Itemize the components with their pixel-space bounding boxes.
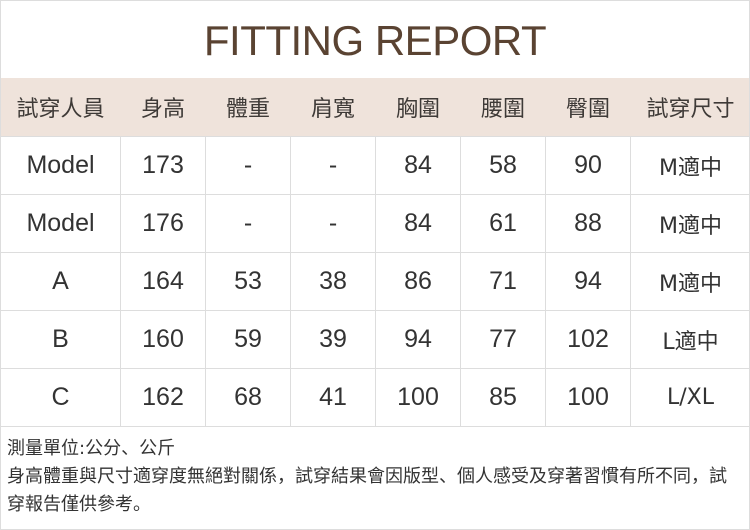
table-cell: 84 xyxy=(375,194,461,253)
table-cell: 176 xyxy=(120,194,206,253)
table-cell: - xyxy=(205,194,291,253)
table-cell: 84 xyxy=(375,136,461,195)
table-cell: 53 xyxy=(205,252,291,311)
column-header: 試穿人員 xyxy=(1,78,121,137)
table-cell: 94 xyxy=(375,310,461,369)
table-cell: M適中 xyxy=(630,136,749,195)
header-row: 試穿人員 身高 體重 肩寬 胸圍 腰圍 臀圍 試穿尺寸 xyxy=(1,78,749,137)
table-cell: 85 xyxy=(460,368,546,427)
table-cell: 100 xyxy=(545,368,631,427)
table-cell: C xyxy=(1,368,121,427)
table-cell: 102 xyxy=(545,310,631,369)
column-header: 腰圍 xyxy=(460,78,546,137)
table-cell: 88 xyxy=(545,194,631,253)
table-cell: 86 xyxy=(375,252,461,311)
notes: 測量單位:公分、公斤 身高體重與尺寸適穿度無絕對關係，試穿結果會因版型、個人感受… xyxy=(1,427,749,527)
unit-note: 測量單位:公分、公斤 xyxy=(7,438,176,459)
table-cell: M適中 xyxy=(630,194,749,253)
column-header: 胸圍 xyxy=(375,78,461,137)
column-header: 臀圍 xyxy=(545,78,631,137)
table-cell: 71 xyxy=(460,252,546,311)
table-cell: - xyxy=(205,136,291,195)
table-cell: 58 xyxy=(460,136,546,195)
fitting-table: 試穿人員 身高 體重 肩寬 胸圍 腰圍 臀圍 試穿尺寸 Model 173- -84 58 90 M適中… xyxy=(1,78,749,427)
column-header: 體重 xyxy=(205,78,291,137)
table-cell: 77 xyxy=(460,310,546,369)
table-cell: 68 xyxy=(205,368,291,427)
column-header: 試穿尺寸 xyxy=(630,78,749,137)
table-cell: 94 xyxy=(545,252,631,311)
table-cell: Model xyxy=(1,136,121,195)
table-cell: L適中 xyxy=(630,310,749,369)
table-cell: 38 xyxy=(290,252,376,311)
column-header: 身高 xyxy=(120,78,206,137)
table-cell: - xyxy=(290,194,376,253)
table-cell: L/XL xyxy=(630,368,749,427)
table-cell: A xyxy=(1,252,121,311)
table-row: B 160 59 39 94 77 102 L適中 xyxy=(1,310,749,369)
table-cell: 90 xyxy=(545,136,631,195)
table-cell: 59 xyxy=(205,310,291,369)
table-cell: 173 xyxy=(120,136,206,195)
table-row: Model 173- -84 58 90 M適中 xyxy=(1,136,749,195)
table-cell: M適中 xyxy=(630,252,749,311)
table-cell: B xyxy=(1,310,121,369)
table-cell: 164 xyxy=(120,252,206,311)
disclaimer-note: 身高體重與尺寸適穿度無絕對關係，試穿結果會因版型、個人感受及穿著習慣有所不同，試… xyxy=(7,466,727,515)
table-cell: 61 xyxy=(460,194,546,253)
table-cell: 39 xyxy=(290,310,376,369)
table-cell: 100 xyxy=(375,368,461,427)
table-row: A 164 53 38 86 71 94 M適中 xyxy=(1,252,749,311)
report-title: FITTING REPORT xyxy=(203,17,547,64)
table-row: Model 176- -84 61 88 M適中 xyxy=(1,194,749,253)
table-cell: Model xyxy=(1,194,121,253)
table-cell: 160 xyxy=(120,310,206,369)
table-cell: 162 xyxy=(120,368,206,427)
table-row: C 162 68 41 100 85 100 L/XL xyxy=(1,368,749,427)
table-cell: 41 xyxy=(290,368,376,427)
table-cell: - xyxy=(290,136,376,195)
column-header: 肩寬 xyxy=(290,78,376,137)
